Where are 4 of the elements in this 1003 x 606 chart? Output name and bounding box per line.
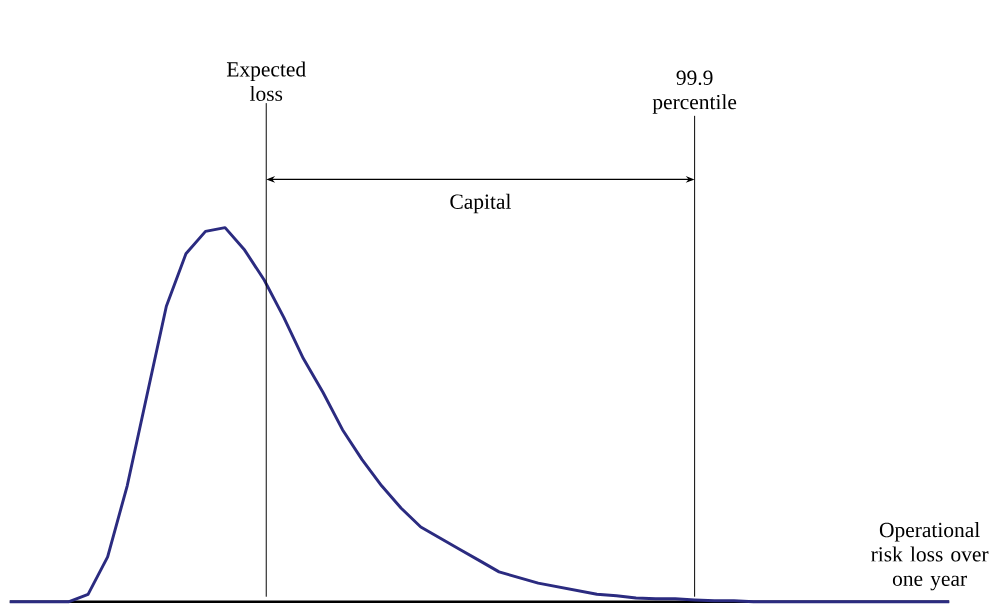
x-axis-title: Operational risk loss over one year	[871, 522, 989, 591]
text: Expected loss	[226, 61, 306, 102]
text: Capital	[450, 193, 511, 214]
text: 99.9 percentile	[652, 70, 737, 114]
